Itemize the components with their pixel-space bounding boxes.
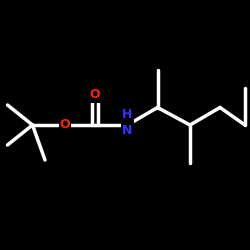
Text: H
N: H N (122, 108, 133, 136)
Text: O: O (60, 118, 70, 132)
Text: O: O (90, 88, 100, 102)
